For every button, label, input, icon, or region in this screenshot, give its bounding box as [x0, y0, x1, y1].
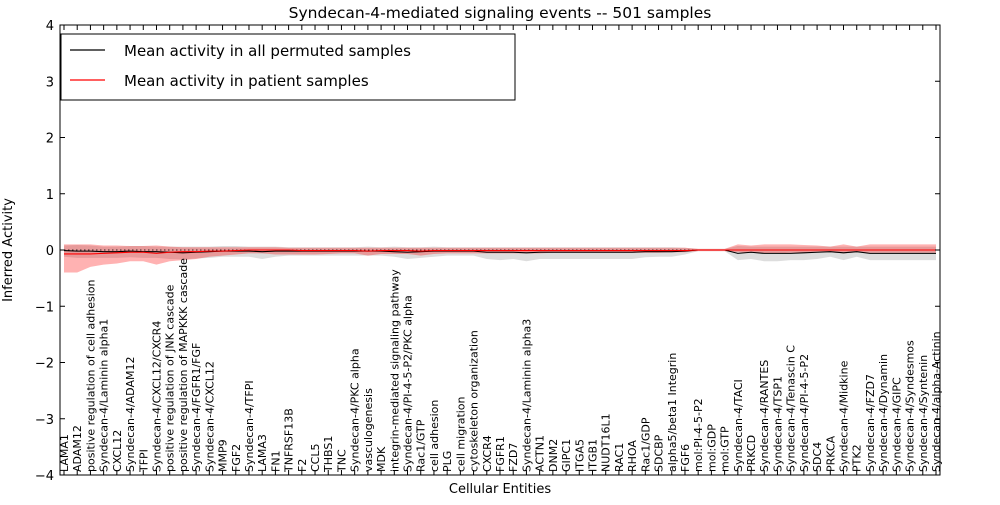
y-tick-label: 2	[46, 132, 54, 147]
x-tick-label: PTK2	[851, 444, 864, 472]
x-tick-label: Syndecan-4/Laminin alpha1	[98, 319, 111, 472]
plot-frame	[59, 24, 941, 476]
x-tick-label: Syndecan-4/alpha-Actinin	[930, 331, 943, 472]
x-tick-label: F2	[296, 459, 309, 472]
y-tick-label: 1	[46, 188, 54, 203]
x-tick-label: cell adhesion	[428, 400, 441, 472]
chart-title: Syndecan-4-mediated signaling events -- …	[289, 4, 712, 22]
x-tick-label: positive regulation of cell adhesion	[84, 279, 97, 472]
x-tick-label: CXCR4	[481, 435, 494, 472]
x-tick-label: Syndecan-4/PI-4-5-P2	[798, 354, 811, 472]
x-tick-label: vasculogenesis	[362, 388, 375, 472]
x-tick-label: FN1	[269, 450, 282, 472]
x-tick-label: Syndecan-4/PKC alpha	[349, 348, 362, 472]
x-tick-label: FZD7	[507, 443, 520, 472]
legend-label-patient: Mean activity in patient samples	[124, 72, 369, 90]
x-tick-label: CCL5	[309, 444, 322, 473]
x-tick-label: positive regulation of MAPKKK cascade	[177, 258, 190, 472]
x-tick-label: ACTN1	[534, 435, 547, 472]
x-tick-label: NUDT16L1	[600, 413, 613, 472]
x-tick-label: TFPI	[137, 449, 150, 473]
x-tick-label: Syndecan-4/Tenascin C	[785, 345, 798, 472]
x-tick-label: Syndecan-4/RANTES	[758, 360, 771, 472]
x-tick-label: RHOA	[626, 440, 639, 472]
x-tick-label: PRKCD	[745, 435, 758, 472]
x-tick-label: PLG	[441, 451, 454, 472]
x-tick-label: Syndecan-4/Syntenin	[917, 355, 930, 472]
series-lines	[60, 249, 940, 255]
x-tick-label: SDC4	[811, 442, 824, 472]
x-tick-label: Syndecan-4/Laminin alpha3	[520, 319, 533, 472]
x-tick-label: Rac1/GDP	[639, 417, 652, 472]
x-tick-label: Syndecan-4/CXCL12	[203, 361, 216, 472]
series-line-0	[63, 249, 936, 254]
legend: Mean activity in all permuted samples Me…	[60, 33, 516, 101]
x-axis: LAMA1 ADAM12 positive regulation of cell a…	[58, 25, 943, 475]
x-tick-label: THBS1	[322, 436, 335, 473]
x-tick-label: CXCL12	[111, 430, 124, 472]
x-tick-label: MMP9	[217, 439, 230, 472]
x-tick-label: Syndecan-4/PI-4-5-P2/PKC alpha	[402, 295, 415, 472]
x-axis-label: Cellular Entities	[449, 482, 551, 497]
x-tick-label: Syndecan-4/Dynamin	[877, 354, 890, 472]
x-tick-label: FGF2	[230, 444, 243, 472]
x-tick-label: Syndecan-4/FGFR1/FGF	[190, 343, 203, 472]
legend-label-permuted: Mean activity in all permuted samples	[124, 42, 411, 60]
y-tick-label: 3	[46, 75, 54, 90]
x-tick-label: LAMA3	[256, 434, 269, 472]
x-tick-label: mol:PI-4-5-P2	[692, 398, 705, 472]
y-axis: −4 −3 −2 −1 0 1 2 3 4	[35, 19, 940, 484]
x-tick-label: Syndecan-4/ADAM12	[124, 357, 137, 472]
series-line-1	[64, 249, 936, 255]
x-tick-label: cytoskeleton organization	[468, 330, 481, 472]
x-tick-label: PRKCA	[824, 435, 837, 472]
x-tick-label: Syndecan-4/TFPI	[243, 380, 256, 472]
y-tick-label: −1	[35, 300, 54, 315]
x-tick-label: ADAM12	[71, 425, 84, 472]
x-tick-label: LAMA1	[58, 434, 71, 472]
x-tick-label: TNC	[335, 449, 348, 473]
x-tick-label: FGFR1	[494, 436, 507, 472]
x-tick-label: integrin-mediated signaling pathway	[388, 269, 401, 472]
error-band-series-0	[64, 244, 936, 262]
x-tick-label: ITGA5	[573, 439, 586, 472]
y-axis-label: Inferred Activity	[1, 198, 16, 302]
x-tick-label: Syndecan-4/Midkine	[838, 360, 851, 472]
x-tick-label: GIPC1	[560, 439, 573, 472]
y-tick-label: −4	[35, 469, 54, 484]
x-tick-label: Syndecan-4/GIPC	[890, 377, 903, 472]
x-tick-label: DNM2	[547, 439, 560, 472]
x-tick-label: Rac1/GTP	[415, 419, 428, 472]
x-tick-label: MDK	[375, 446, 388, 472]
x-tick-label: TNFRSF13B	[283, 408, 296, 473]
y-tick-label: 0	[46, 244, 54, 259]
x-tick-label: SDCBP	[653, 434, 666, 472]
x-tick-label: cell migration	[454, 396, 467, 472]
x-tick-label: mol:GDP	[705, 424, 718, 472]
legend-box	[60, 33, 516, 101]
y-tick-label: −2	[35, 357, 54, 372]
x-tick-label: RAC1	[613, 443, 626, 472]
x-tick-label: Syndecan-4/CXCL12/CXCR4	[150, 321, 163, 472]
x-tick-label: Syndecan-4/TSP1	[771, 376, 784, 472]
x-tick-label: Syndecan-4/Syndesmos	[904, 340, 917, 472]
x-tick-label: positive regulation of JNK cascade	[164, 284, 177, 472]
y-tick-label: 4	[46, 19, 54, 34]
error-bands	[64, 244, 936, 273]
x-tick-label: Syndecan-4/FZD7	[864, 374, 877, 472]
x-tick-label: ITGB1	[586, 439, 599, 472]
x-tick-label: FGF6	[679, 444, 692, 472]
x-tick-label: Syndecan-4/TACI	[732, 379, 745, 472]
y-tick-label: −3	[35, 413, 54, 428]
x-tick-label: mol:GTP	[719, 426, 732, 472]
x-tick-label: alpha5/beta1 Integrin	[666, 353, 679, 472]
